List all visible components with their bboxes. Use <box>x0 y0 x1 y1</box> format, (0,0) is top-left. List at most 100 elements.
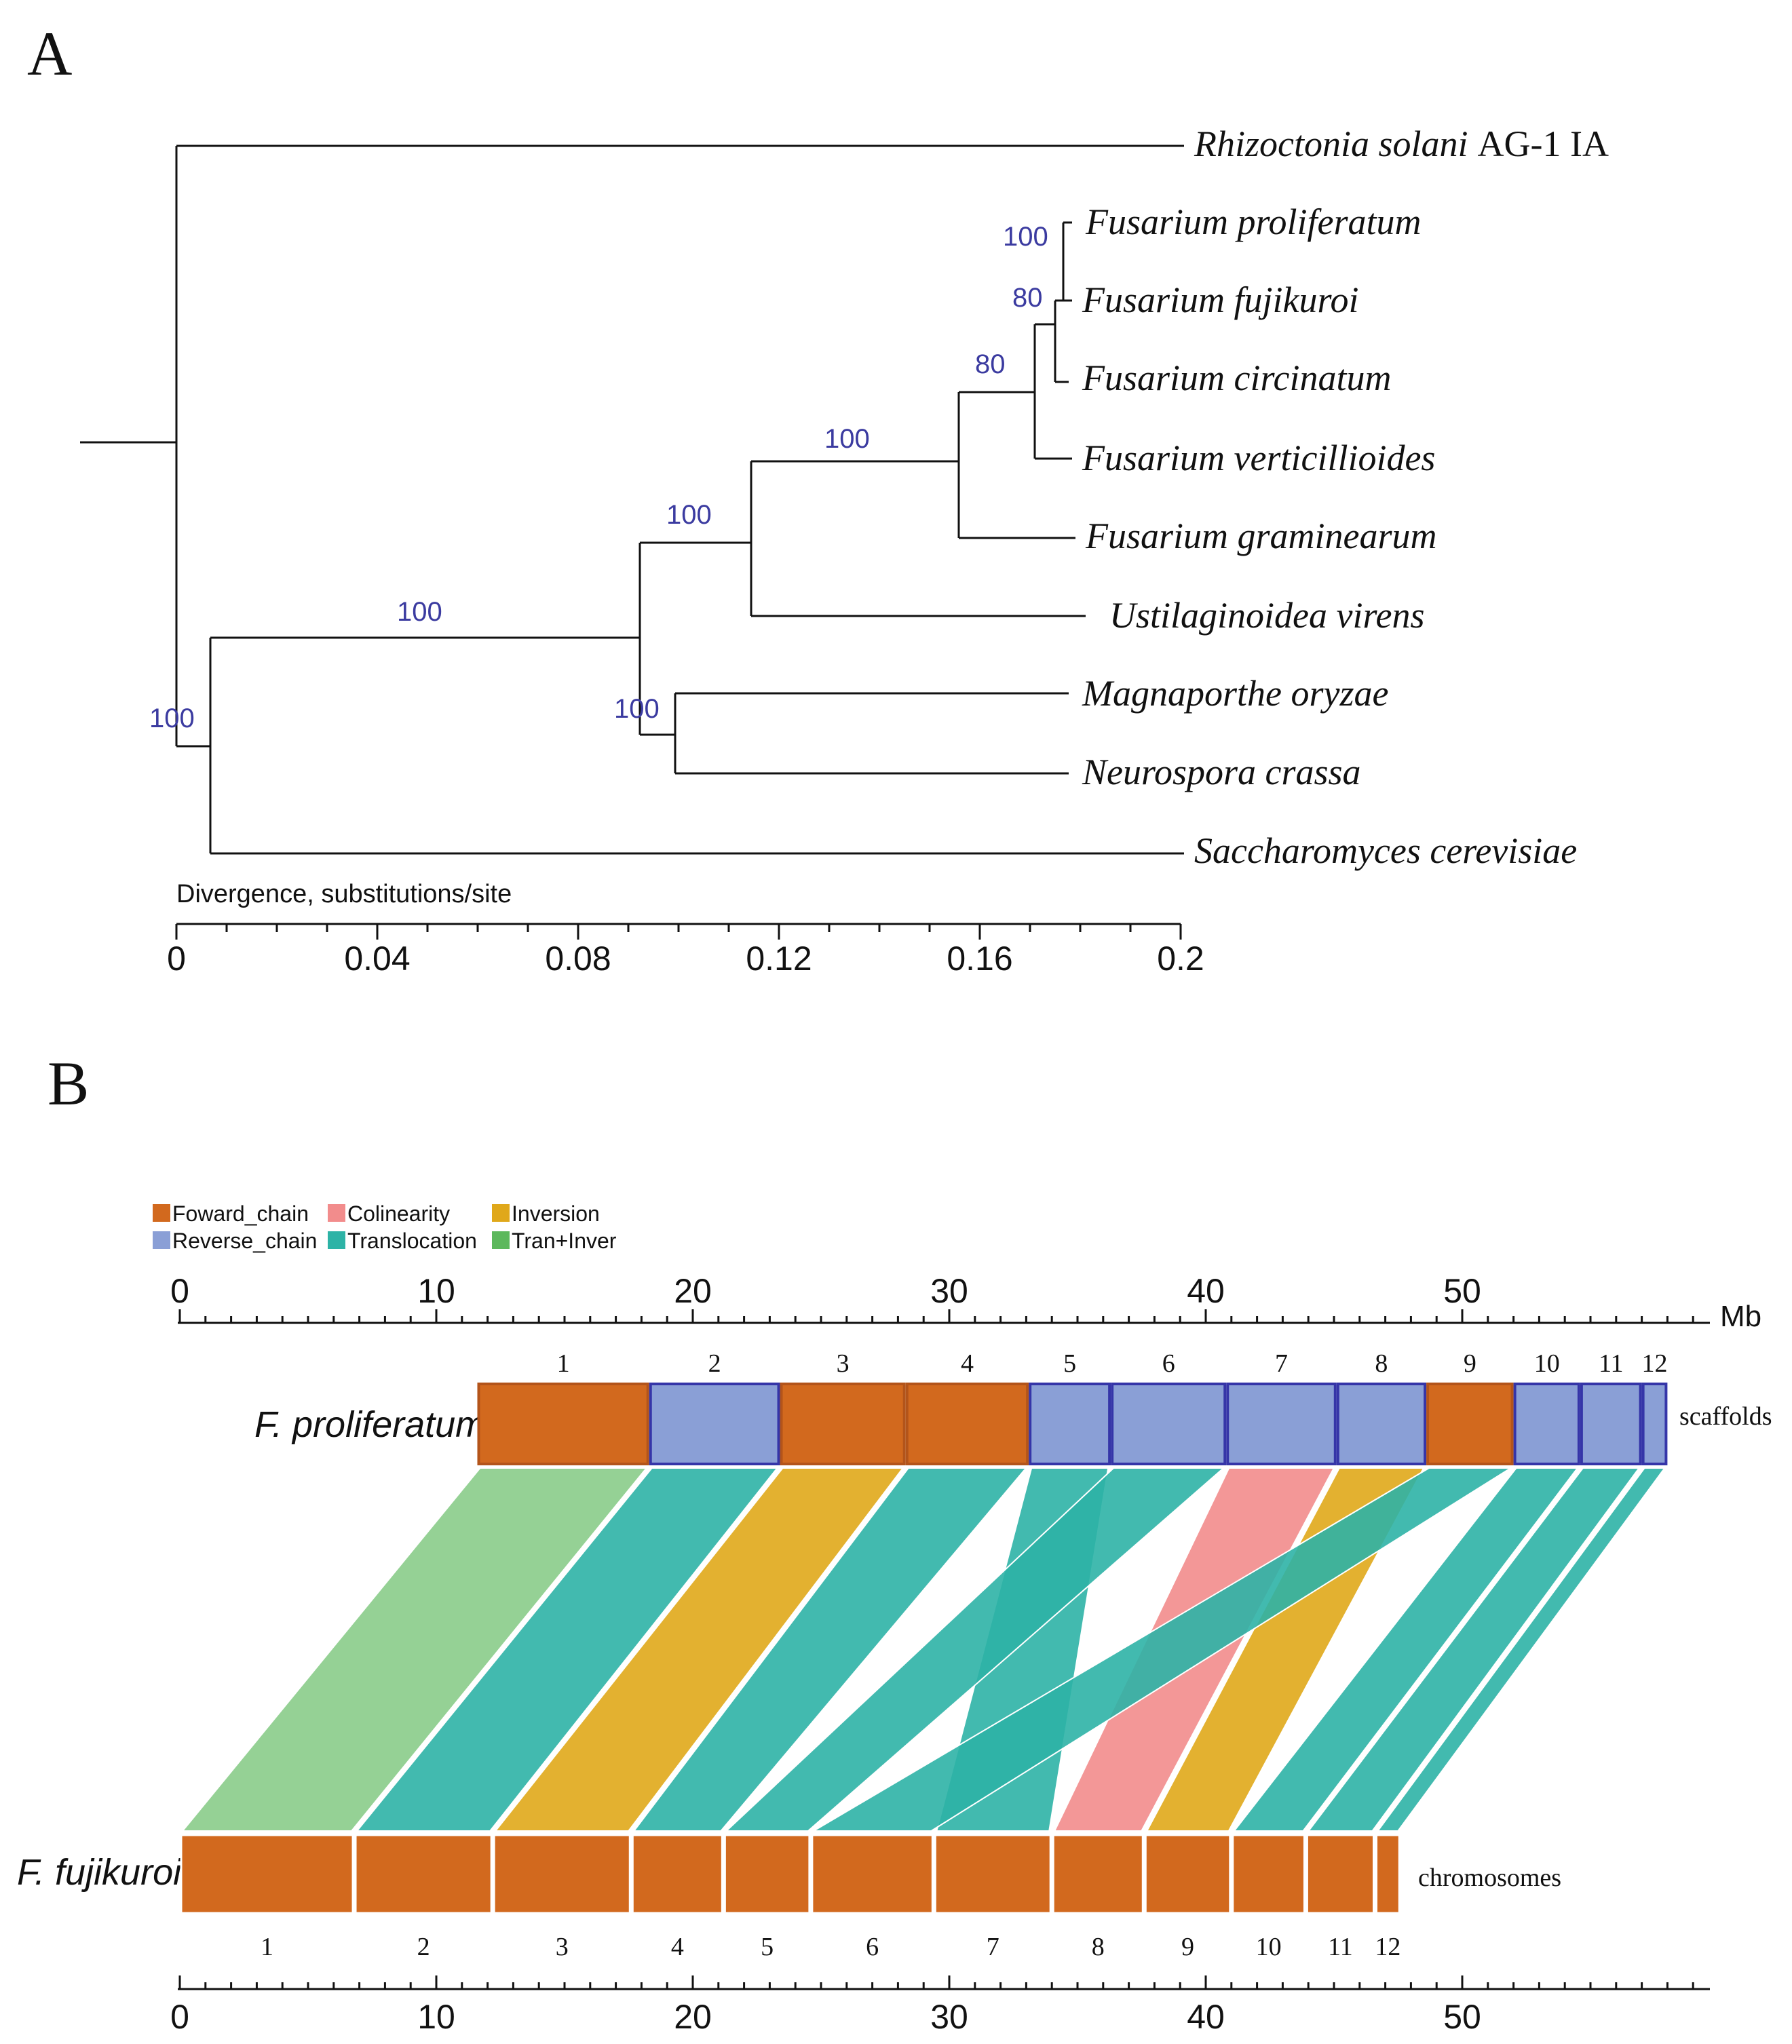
axis-tick-label: 30 <box>930 1998 968 2036</box>
divergence-axis-title: Divergence, substitutions/site <box>176 880 512 908</box>
synteny-link <box>494 1467 904 1832</box>
chromosome-label: 2 <box>417 1933 430 1961</box>
synteny-link <box>811 1467 1514 1832</box>
chromosome-label: 10 <box>1256 1933 1282 1961</box>
chromosome-block <box>934 1834 1052 1914</box>
panel-a-letter: A <box>27 19 72 88</box>
taxon-label: Fusarium circinatum <box>1082 358 1391 398</box>
scaffold-label: 3 <box>837 1349 850 1378</box>
chromosome-block <box>1052 1834 1144 1914</box>
taxon-label: Rhizoctonia solani AG-1 IA <box>1194 123 1609 164</box>
chromosome-block <box>1375 1834 1400 1914</box>
support-value: 100 <box>614 694 660 724</box>
chromosome-block <box>1305 1834 1375 1914</box>
chromosome-label: 1 <box>261 1933 273 1961</box>
legend-label: Tran+Inver <box>512 1229 617 1253</box>
axis-tick-label: 0.16 <box>947 940 1012 978</box>
synteny-link <box>1307 1467 1641 1832</box>
chromosome-block <box>1144 1834 1232 1914</box>
axis-tick-label: 10 <box>417 1998 455 2036</box>
bottom-genome-name: F. fujikuroi <box>17 1852 183 1893</box>
scaffold-label: 5 <box>1063 1349 1076 1378</box>
axis-tick-label: 20 <box>674 1998 712 2036</box>
axis-tick-label: 0.08 <box>545 940 611 978</box>
legend-swatch-colinearity <box>328 1204 345 1222</box>
support-value: 80 <box>975 349 1006 379</box>
legend-swatch-translocation <box>328 1231 345 1249</box>
axis-tick-label: 0.12 <box>746 940 812 978</box>
taxon-label: Fusarium graminearum <box>1085 516 1437 556</box>
scaffold-block <box>1029 1383 1111 1465</box>
synteny-link <box>1232 1467 1579 1832</box>
support-value: 100 <box>397 597 442 627</box>
chromosome-label: 7 <box>987 1933 999 1961</box>
chromosome-block <box>1232 1834 1305 1914</box>
scaffold-label: 7 <box>1275 1349 1288 1378</box>
taxon-label: Magnaporthe oryzae <box>1082 673 1388 714</box>
axis-tick-label: 30 <box>930 1272 968 1310</box>
chromosome-label: 6 <box>866 1933 879 1961</box>
support-value: 100 <box>1003 222 1048 252</box>
legend-swatch-foward-chain <box>153 1204 170 1222</box>
taxon-label: Fusarium proliferatum <box>1085 201 1422 242</box>
scaffold-block <box>1513 1383 1580 1465</box>
scaffold-block <box>1226 1383 1337 1465</box>
chromosome-block <box>180 1834 354 1914</box>
taxon-label: Ustilaginoidea virens <box>1109 595 1424 636</box>
axis-tick-label: 0.2 <box>1157 940 1204 978</box>
bottom-mb-axis: 0 10 20 30 40 50 <box>170 1975 1710 2036</box>
scaffold-label: 9 <box>1464 1349 1476 1378</box>
scaffold-label: 12 <box>1642 1349 1668 1378</box>
chromosome-block <box>493 1834 631 1914</box>
legend-label: Inversion <box>512 1201 600 1226</box>
divergence-axis: Divergence, substitutions/site 0 0.04 0.… <box>167 880 1204 978</box>
chromosome-block <box>354 1834 493 1914</box>
axis-tick-label: 0 <box>170 1272 189 1310</box>
axis-tick-label: 50 <box>1443 1998 1481 2036</box>
scaffold-block <box>1641 1383 1668 1465</box>
legend-swatch-inversion <box>492 1204 510 1222</box>
axis-tick-label: 0 <box>170 1998 189 2036</box>
axis-tick-label: 0 <box>167 940 186 978</box>
axis-tick-label: 50 <box>1443 1272 1481 1310</box>
scaffold-block <box>1426 1383 1514 1465</box>
synteny-links <box>180 1467 1666 1832</box>
legend-label: Colinearity <box>347 1201 450 1226</box>
taxon-label: Neurospora crassa <box>1082 752 1361 792</box>
scaffolds-label: scaffolds <box>1679 1402 1772 1431</box>
chromosome-label: 8 <box>1092 1933 1105 1961</box>
scaffold-block <box>649 1383 780 1465</box>
scaffold-block <box>1336 1383 1427 1465</box>
axis-tick-label: 40 <box>1187 1272 1225 1310</box>
chromosomes-label: chromosomes <box>1418 1864 1561 1892</box>
scaffold-label: 11 <box>1599 1349 1624 1378</box>
scaffold-label: 6 <box>1162 1349 1175 1378</box>
chromosome-label: 11 <box>1328 1933 1353 1961</box>
axis-tick-label: 0.04 <box>344 940 410 978</box>
synteny-legend: Foward_chain Colinearity Inversion Rever… <box>153 1201 617 1253</box>
legend-label: Reverse_chain <box>172 1229 317 1253</box>
scaffold-block <box>477 1383 649 1465</box>
scaffold-label: 8 <box>1375 1349 1388 1378</box>
scaffold-block <box>1580 1383 1642 1465</box>
axis-unit-label: Mb <box>1720 1300 1761 1333</box>
phylogenetic-tree <box>80 144 1184 855</box>
bottom-chromosome-blocks: 1 2 3 4 5 6 7 8 9 10 11 12 <box>180 1834 1400 1961</box>
top-scaffold-blocks: 1 2 3 4 5 6 7 8 9 10 11 12 <box>477 1349 1668 1465</box>
chromosome-label: 3 <box>556 1933 569 1961</box>
axis-tick-label: 20 <box>674 1272 712 1310</box>
axis-tick-label: 40 <box>1187 1998 1225 2036</box>
legend-swatch-reverse-chain <box>153 1231 170 1249</box>
chromosome-label: 12 <box>1375 1933 1400 1961</box>
chromosome-block <box>631 1834 723 1914</box>
legend-label: Foward_chain <box>172 1201 309 1226</box>
scaffold-block <box>780 1383 906 1465</box>
support-value: 80 <box>1012 283 1043 313</box>
synteny-link <box>180 1467 648 1832</box>
synteny-link <box>632 1467 1028 1832</box>
support-values: 100 80 80 100 100 100 100 100 <box>149 222 1048 733</box>
taxon-label: Saccharomyces cerevisiae <box>1194 830 1577 871</box>
taxon-labels: Rhizoctonia solani AG-1 IA Fusarium proli… <box>1082 123 1609 871</box>
synteny-link <box>724 1467 1225 1832</box>
taxon-label: Fusarium verticillioides <box>1082 438 1435 478</box>
